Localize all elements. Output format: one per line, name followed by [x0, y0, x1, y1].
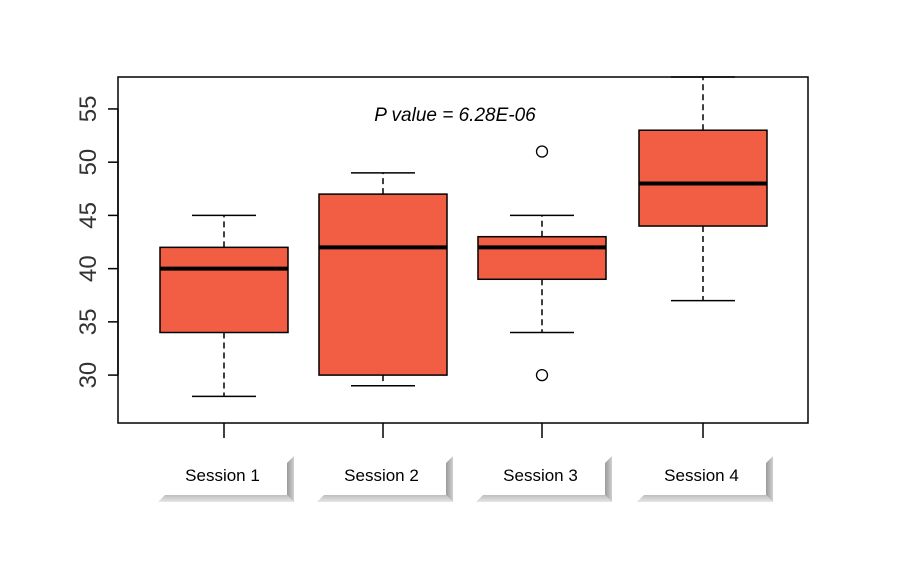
outlier-point [535, 145, 549, 158]
x-tick-label: Session 4 [637, 456, 766, 495]
x-label-box-4: Session 4 [637, 456, 773, 502]
x-tick-label: Session 2 [317, 456, 446, 495]
box-3 [477, 145, 607, 438]
y-tick-label: 45 [75, 202, 102, 229]
bevel-edge-bottom [476, 495, 612, 502]
iqr-box [477, 235, 607, 281]
x-label-box-2: Session 2 [317, 456, 453, 502]
x-tick-label: Session 1 [158, 456, 287, 495]
bevel-edge-right [766, 456, 773, 502]
bevel-edge-bottom [158, 495, 294, 502]
iqr-box [318, 193, 448, 376]
box-4 [638, 76, 768, 438]
bevel-edge-right [605, 456, 612, 502]
boxes-group [159, 76, 768, 438]
x-label-box-3: Session 3 [476, 456, 612, 502]
y-tick-label: 30 [75, 362, 102, 389]
y-axis: 30 35 40 45 50 55 [75, 96, 119, 389]
bevel-edge-right [446, 456, 453, 502]
box-1 [159, 214, 289, 438]
iqr-box [638, 129, 768, 227]
x-label-box-1: Session 1 [158, 456, 294, 502]
outlier-point [535, 368, 549, 382]
p-value-annotation: P value = 6.28E-06 [374, 105, 536, 126]
iqr-box [159, 246, 289, 334]
y-tick-label: 40 [75, 255, 102, 282]
bevel-edge-right [287, 456, 294, 502]
x-tick-label: Session 3 [476, 456, 605, 495]
bevel-edge-bottom [317, 495, 453, 502]
y-tick-label: 55 [75, 96, 102, 123]
y-tick-label: 35 [75, 309, 102, 336]
box-2 [318, 172, 448, 438]
bevel-edge-bottom [637, 495, 773, 502]
y-tick-label: 50 [75, 149, 102, 176]
